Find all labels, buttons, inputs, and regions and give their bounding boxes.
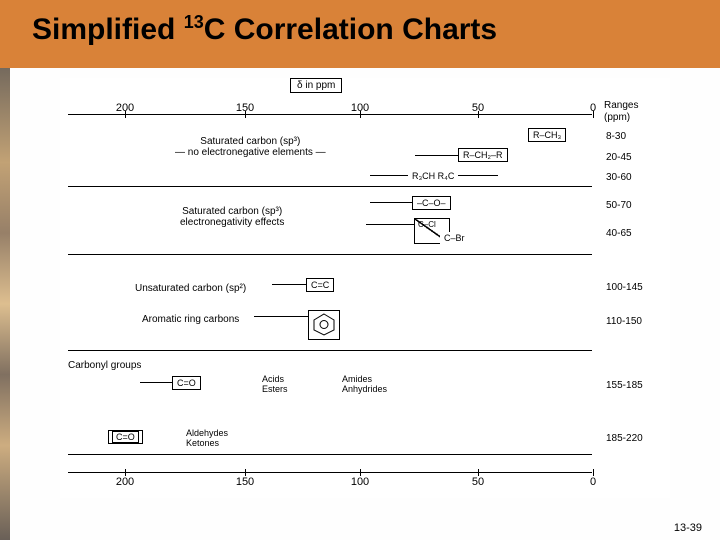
- ppm-box: δ in ppm: [290, 78, 342, 93]
- range-value: 8-30: [606, 131, 626, 142]
- structure-box: C=O: [172, 376, 201, 390]
- left-decorative-strip: [0, 68, 10, 540]
- structure-box: C–Br: [440, 232, 469, 244]
- range-value: 20-45: [606, 152, 632, 163]
- category-label: Saturated carbon (sp³)electronegativity …: [180, 206, 284, 228]
- category-label: Unsaturated carbon (sp²): [135, 283, 246, 294]
- range-value: 40-65: [606, 228, 632, 239]
- page-title: Simplified 13C Correlation Charts: [32, 12, 497, 47]
- range-value: 50-70: [606, 200, 632, 211]
- range-indicator: [366, 224, 414, 225]
- subcategory-label: AldehydesKetones: [186, 428, 228, 448]
- structure-box: –C–O–: [412, 196, 451, 210]
- axis-tick-mark: [478, 469, 479, 476]
- range-value: 30-60: [606, 172, 632, 183]
- structure-box: R–CH₃: [528, 128, 566, 142]
- range-indicator: [272, 284, 306, 285]
- title-post: C Correlation Charts: [204, 13, 497, 46]
- axis-label-bottom: 200: [116, 476, 134, 488]
- axis-label-bottom: 150: [236, 476, 254, 488]
- axis-tick-mark: [125, 469, 126, 476]
- axis-label-top: 0: [590, 102, 596, 114]
- axis-label-bottom: 50: [472, 476, 484, 488]
- range-indicator: [415, 155, 458, 156]
- range-header-l1: Ranges: [604, 100, 638, 111]
- subcategory-label: AmidesAnhydrides: [342, 374, 387, 394]
- section-divider: [68, 454, 592, 455]
- axis-tick-mark: [360, 469, 361, 476]
- title-pre: Simplified: [32, 13, 184, 46]
- page-number: 13-39: [674, 522, 702, 534]
- category-label: Saturated carbon (sp³)— no electronegati…: [175, 136, 326, 158]
- range-value: 110-150: [606, 316, 642, 327]
- axis-label-top: 200: [116, 102, 134, 114]
- axis-tick-mark: [593, 469, 594, 476]
- structure-box: C=C: [306, 278, 334, 292]
- axis-label-top: 150: [236, 102, 254, 114]
- range-indicator: [370, 175, 412, 176]
- section-divider: [68, 350, 592, 351]
- range-header-l2: (ppm): [604, 112, 630, 123]
- range-indicator: [140, 382, 176, 383]
- axis-label-top: 100: [351, 102, 369, 114]
- axis-line: [68, 114, 592, 115]
- structure-box: R–CH₂–R: [458, 148, 508, 162]
- range-value: 100-145: [606, 282, 643, 293]
- range-value: 155-185: [606, 380, 643, 391]
- structure-box: [308, 310, 340, 340]
- subcategory-label: AcidsEsters: [262, 374, 288, 394]
- title-sup: 13: [184, 12, 204, 32]
- range-value: 185-220: [606, 433, 643, 444]
- correlation-chart: δ in ppm Ranges (ppm) 200 200 150 150 100 100…: [60, 78, 670, 498]
- structure-box: R₃CH R₄C: [408, 170, 458, 182]
- section-divider: [68, 186, 592, 187]
- section-divider: [68, 254, 592, 255]
- range-indicator: [254, 316, 308, 317]
- axis-tick-mark: [245, 469, 246, 476]
- category-label: Aromatic ring carbons: [142, 314, 239, 325]
- structure-box: C=O: [108, 430, 143, 444]
- axis-line: [68, 472, 592, 473]
- category-label: Carbonyl groups: [68, 360, 141, 371]
- axis-label-bottom: 100: [351, 476, 369, 488]
- range-indicator: [370, 202, 412, 203]
- axis-label-bottom: 0: [590, 476, 596, 488]
- axis-label-top: 50: [472, 102, 484, 114]
